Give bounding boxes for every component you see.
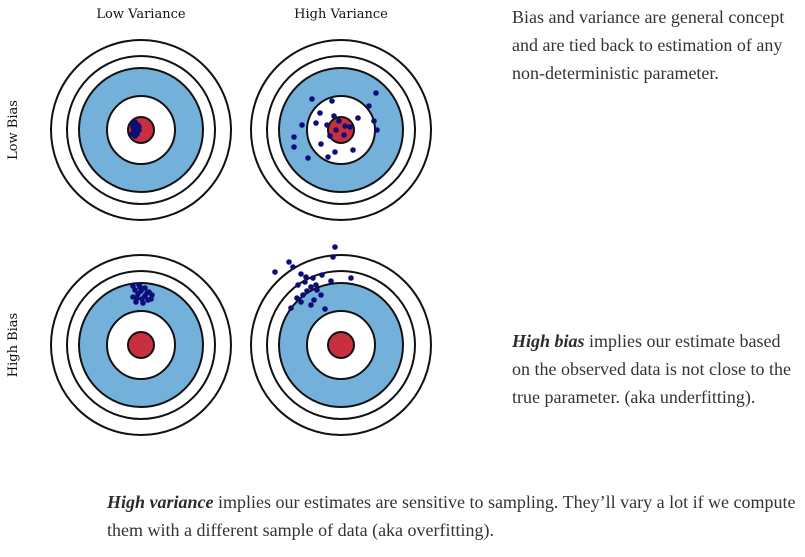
sample-point [311,297,317,303]
column-label-high-variance: High Variance [294,7,388,22]
sample-point [298,299,304,305]
sample-point [290,264,296,270]
sample-point [332,244,338,250]
sample-point [341,132,347,138]
sample-point [333,127,339,133]
sample-point [133,125,139,131]
high-variance-description: implies our estimates are sensitive to s… [107,492,796,540]
bias-variance-diagram: Low Variance High Variance Low Bias High… [6,7,432,436]
row-label-low-bias: Low Bias [6,100,21,160]
sample-point [294,295,300,301]
sample-point [331,113,337,119]
sample-point [300,292,306,298]
sample-point [303,274,309,280]
sample-point [313,120,319,126]
sample-point [317,110,323,116]
sample-point [272,269,278,275]
target-high-bias-high-variance [250,244,432,436]
sample-point [299,122,305,128]
sample-point [328,278,334,284]
sample-point [291,134,297,140]
high-variance-term: High variance [107,492,214,512]
high-bias-description: implies our estimate based on the observ… [512,331,791,407]
sample-point [371,118,377,124]
targets-group [50,39,432,436]
sample-point [330,254,336,260]
sample-point [148,296,154,302]
sample-point [366,103,372,109]
sample-point [318,292,324,298]
sample-point [332,149,338,155]
bullseye [127,331,155,359]
high-bias-term: High bias [512,331,585,351]
sample-point [318,141,324,147]
sample-point [134,131,140,137]
sample-point [142,285,148,291]
target-low-bias-low-variance [50,39,232,221]
sample-point [288,305,294,311]
sample-point [130,121,136,127]
sample-point [291,144,297,150]
sample-point [342,123,348,129]
sample-point [373,90,379,96]
sample-point [308,284,314,290]
sample-point [144,290,150,296]
sample-point [319,272,325,278]
bullseye [327,116,355,144]
high-variance-paragraph: High variance implies our estimates are … [107,488,802,544]
sample-point [327,133,333,139]
sample-point [308,302,314,308]
sample-point [132,287,138,293]
sample-point [305,155,311,161]
target-high-bias-low-variance [50,254,232,436]
sample-point [309,96,315,102]
sample-point [314,287,320,293]
sample-point [374,127,380,133]
target-low-bias-high-variance [250,39,432,221]
sample-point [336,118,342,124]
sample-point [137,284,143,290]
sample-point [325,154,331,160]
column-label-low-variance: Low Variance [96,7,185,22]
sample-point [347,124,353,130]
high-bias-paragraph: High bias implies our estimate based on … [512,327,802,411]
sample-point [310,275,316,281]
sample-point [324,122,330,128]
sample-point [355,115,361,121]
sample-point [286,259,292,265]
bullseye [327,331,355,359]
sample-point [350,147,356,153]
sample-point [140,300,146,306]
sample-point [329,98,335,104]
row-label-high-bias: High Bias [6,313,21,377]
sample-point [313,282,319,288]
sample-point [298,271,304,277]
intro-paragraph: Bias and variance are general concept an… [512,7,785,83]
sample-point [304,288,310,294]
sample-point [302,279,308,285]
sample-point [348,275,354,281]
sample-point [134,295,140,301]
sample-point [295,282,301,288]
sample-point [322,306,328,312]
